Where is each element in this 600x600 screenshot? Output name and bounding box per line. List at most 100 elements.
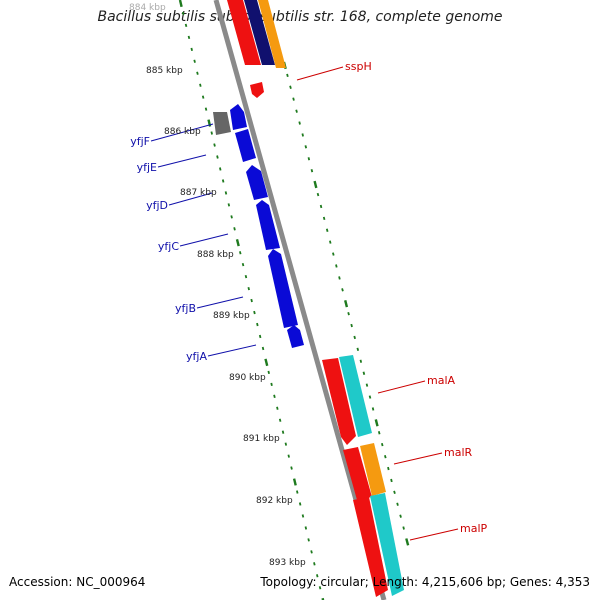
tick-mark [250, 298, 253, 303]
gene-red-small [250, 82, 264, 98]
gene-blue-6 [287, 325, 304, 348]
tick-mark [356, 347, 360, 352]
tick-mark [368, 395, 372, 399]
kbp-label: 886 kbp [164, 127, 201, 137]
tick-mark [347, 311, 350, 316]
tick-mark [221, 179, 225, 183]
kbp-label: 884 kbp [129, 3, 166, 13]
tick-mark [338, 276, 341, 280]
leader-malP [409, 528, 459, 541]
tick-mark [381, 442, 384, 447]
gene-blue-4 [256, 200, 280, 250]
gene-orange-malR [360, 443, 386, 496]
tick-mark [304, 145, 308, 149]
gene-label-yfjD[interactable]: yfjD [146, 199, 168, 212]
tick-mark [402, 526, 405, 530]
tick-mark [319, 204, 323, 209]
tick-mark [210, 131, 213, 135]
tick-mark [292, 97, 295, 101]
tick-mark [316, 192, 320, 197]
tick-mark [298, 502, 302, 506]
tick-mark [264, 358, 269, 367]
tick-mark [267, 370, 270, 375]
tick-mark [290, 466, 293, 470]
tick-mark [230, 215, 233, 219]
tick-mark [393, 490, 396, 495]
tick-mark [233, 227, 236, 231]
tick-mark [190, 47, 193, 52]
tick-mark [321, 597, 325, 600]
gene-gray [213, 112, 231, 135]
tick-mark [244, 274, 248, 279]
tick-mark [261, 346, 265, 351]
tick-mark [213, 143, 216, 147]
leader-yfjA [207, 344, 257, 357]
tick-mark [396, 502, 399, 506]
kbp-label: 892 kbp [256, 496, 293, 506]
tick-mark [344, 300, 349, 308]
tick-mark [219, 167, 222, 171]
tick-mark [301, 514, 305, 518]
gene-red-top [227, 0, 261, 65]
tick-mark [365, 383, 369, 387]
tick-mark [216, 155, 219, 159]
tick-mark [313, 180, 318, 189]
gene-blue-5 [268, 249, 298, 328]
gene-label-malP[interactable]: malP [460, 522, 488, 535]
tick-mark [286, 73, 289, 78]
kbp-label: 887 kbp [180, 188, 217, 198]
gene-blue-1 [230, 104, 247, 130]
tick-mark [371, 407, 375, 411]
tick-mark [377, 431, 381, 435]
gene-label-malR[interactable]: malR [444, 446, 473, 459]
tick-mark [350, 323, 353, 328]
tick-mark [313, 562, 316, 566]
gene-label-yfjA[interactable]: yfjA [186, 350, 207, 363]
gene-cyan-malP [370, 493, 404, 596]
tick-mark [281, 430, 285, 434]
gene-label-yfjC[interactable]: yfjC [158, 240, 179, 253]
tick-mark [258, 334, 262, 339]
tick-mark [182, 11, 185, 16]
tick-mark [193, 59, 196, 63]
gene-label-malA[interactable]: malA [427, 374, 456, 387]
tick-mark [276, 406, 279, 410]
tick-mark [227, 203, 231, 207]
gene-label-sspH[interactable]: sspH [345, 60, 372, 73]
tick-mark [201, 95, 205, 99]
kbp-labels: 884 kbp 885 kbp 886 kbp 887 kbp 888 kbp … [129, 3, 306, 568]
tick-mark [235, 239, 240, 247]
leader-malR [393, 452, 443, 465]
tick-mark [273, 394, 276, 399]
tick-mark [307, 157, 311, 161]
tick-mark [322, 216, 326, 221]
tick-mark [374, 419, 379, 427]
gene-label-yfjB[interactable]: yfjB [175, 302, 196, 315]
tick-mark [178, 0, 183, 8]
tick-mark [307, 538, 310, 542]
tick-mark [332, 252, 335, 256]
kbp-label: 885 kbp [146, 66, 183, 76]
kbp-label: 889 kbp [213, 311, 250, 321]
leader-sspH [296, 66, 344, 81]
gene-label-yfjF[interactable]: yfjF [130, 135, 150, 148]
tick-mark [359, 359, 363, 363]
tick-mark [325, 228, 329, 232]
tick-mark [405, 538, 410, 546]
tick-mark [270, 382, 273, 386]
gene-label-yfjE[interactable]: yfjE [137, 161, 157, 174]
tick-track-right [282, 61, 410, 546]
tick-mark [204, 107, 208, 111]
gene-red-malP [353, 497, 388, 597]
tick-mark [310, 168, 314, 173]
summary-text: Topology: circular; Length: 4,215,606 bp… [260, 575, 590, 589]
gene-orange-top [258, 0, 286, 68]
leader-malA [377, 380, 426, 394]
kbp-label: 893 kbp [269, 558, 306, 568]
tick-mark [304, 526, 308, 530]
tick-mark [298, 121, 301, 125]
tick-mark [310, 550, 313, 554]
tick-mark [278, 418, 282, 422]
tick-mark [384, 454, 387, 459]
